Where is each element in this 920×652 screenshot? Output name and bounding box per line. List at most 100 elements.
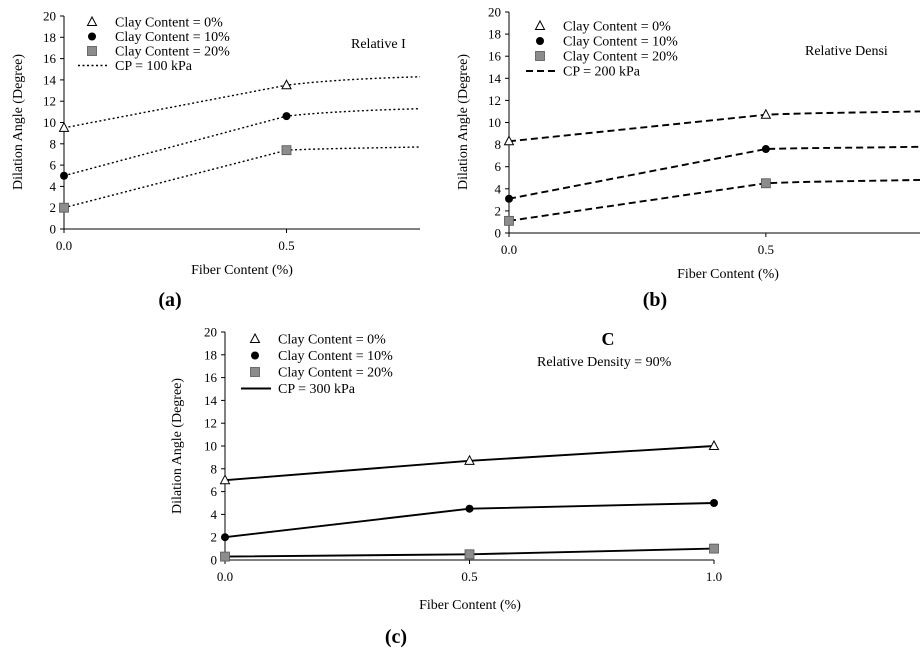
corner-letter: C	[602, 329, 615, 349]
series-lines	[63, 76, 420, 209]
series-line-square	[63, 146, 420, 209]
data-point-circle	[710, 499, 718, 507]
data-point-triangle	[58, 121, 70, 132]
panel-c: 0 2 4 6 8 10 12 14 16 18 20 0.0 0.5 1.0 Fiber Content …	[170, 325, 722, 649]
x-tick-label: 0.5	[461, 569, 477, 584]
legend-entry: Clay Content = 20%	[278, 366, 393, 381]
y-axis-label: Dilation Angle (Degree)	[170, 378, 185, 514]
y-tick-label: 0	[50, 222, 57, 237]
y-axis-label: Dilation Angle (Degree)	[11, 54, 26, 190]
panel-a: 0 2 4 6 8 10 12 14 16 18 20 0.0 0.5 Fiber Content (%)…	[11, 9, 420, 311]
data-point-triangle	[503, 135, 515, 146]
x-axis-label: Fiber Content (%)	[191, 263, 293, 278]
y-tick-label: 6	[211, 484, 218, 499]
series-line-circle	[63, 107, 420, 177]
data-point-square	[709, 543, 719, 554]
panel-label: (c)	[385, 626, 407, 648]
data-point-square	[281, 145, 292, 156]
x-tick-label: 0.5	[758, 242, 774, 257]
y-tick-label: 10	[488, 115, 501, 130]
y-tick-label: 18	[43, 30, 56, 45]
y-tick-label: 20	[488, 5, 501, 20]
data-point-circle	[761, 145, 770, 154]
y-tick-label: 16	[204, 370, 218, 385]
data-point-square	[59, 202, 69, 213]
x-tick-label: 1.0	[706, 569, 722, 584]
legend-entry-pressure: CP = 100 kPa	[115, 59, 193, 74]
y-tick-label: 4	[50, 179, 57, 194]
y-tick-label: 12	[43, 94, 56, 109]
legend-marker-square	[535, 51, 545, 61]
y-tick-label: 6	[50, 158, 57, 173]
relative-density-note: Relative I	[351, 37, 406, 52]
legend-entry: Clay Content = 10%	[115, 30, 230, 45]
legend-marker-square	[250, 367, 260, 377]
legend-entry: Clay Content = 10%	[563, 35, 678, 50]
y-tick-label: 20	[204, 325, 217, 340]
series-line-triangle	[508, 110, 920, 143]
series-line-triangle	[63, 76, 420, 129]
legend-marker-triangle	[249, 332, 261, 343]
y-tick-label: 0	[211, 553, 218, 568]
y-tick-label: 14	[204, 393, 218, 408]
data-point-circle	[465, 504, 474, 513]
data-point-circle	[221, 533, 229, 542]
y-tick-label: 0	[495, 226, 502, 241]
y-tick-label: 10	[43, 115, 56, 130]
y-tick-label: 18	[488, 27, 501, 42]
data-point-circle	[282, 112, 291, 121]
data-point-circle	[60, 171, 68, 180]
series-line-circle	[508, 145, 920, 200]
legend-marker-circle	[88, 32, 96, 41]
legend-marker-triangle	[86, 15, 98, 26]
y-tick-label: 4	[211, 507, 218, 522]
data-point-triangle	[219, 474, 231, 485]
legend-marker-square	[87, 46, 97, 56]
data-point-triangle	[464, 454, 475, 465]
data-point-square	[504, 215, 514, 226]
series-lines	[508, 110, 920, 222]
y-tick-label: 12	[488, 93, 501, 108]
x-tick-label: 0.5	[278, 238, 294, 253]
y-tick-label: 2	[495, 203, 502, 218]
panel-label: (a)	[158, 289, 181, 311]
y-tick-label: 14	[43, 72, 57, 87]
y-tick-label: 2	[211, 530, 218, 545]
y-axis-label: Dilation Angle (Degree)	[456, 54, 471, 190]
data-point-square	[220, 551, 230, 562]
data-point-square	[760, 178, 771, 189]
y-tick-label: 16	[43, 51, 57, 66]
x-tick-label: 0.0	[501, 242, 517, 257]
y-tick-label: 8	[495, 137, 502, 152]
legend-entry-pressure: CP = 200 kPa	[563, 65, 641, 80]
panel-label: (b)	[643, 289, 667, 311]
series-line-square	[508, 178, 920, 222]
data-point-triangle	[708, 439, 720, 450]
data-point-triangle	[281, 79, 292, 90]
y-tick-label: 16	[488, 49, 502, 64]
legend-entry: Clay Content = 0%	[563, 20, 671, 35]
relative-density-note: Relative Density = 90%	[537, 355, 672, 370]
y-tick-label: 12	[204, 416, 217, 431]
y-tick-label: 8	[50, 136, 57, 151]
legend-marker-circle	[251, 351, 259, 360]
data-point-square	[464, 549, 475, 560]
data-point-triangle	[760, 108, 772, 119]
x-axis-label: Fiber Content (%)	[419, 598, 521, 613]
legend-marker-circle	[536, 37, 544, 45]
legend-entry: Clay Content = 10%	[278, 349, 393, 364]
y-tick-label: 6	[495, 159, 502, 174]
x-tick-label: 0.0	[217, 569, 233, 584]
x-tick-label: 0.0	[56, 238, 72, 253]
legend-entry: Clay Content = 20%	[563, 50, 678, 65]
y-tick-label: 8	[211, 461, 218, 476]
relative-density-note: Relative Densi	[805, 44, 888, 59]
data-point-circle	[505, 194, 513, 203]
legend-entry: Clay Content = 0%	[115, 16, 223, 31]
legend-marker-triangle	[534, 19, 546, 30]
y-tick-label: 10	[204, 439, 217, 454]
y-tick-label: 20	[43, 9, 56, 24]
y-tick-label: 2	[50, 200, 57, 215]
y-tick-label: 18	[204, 347, 217, 362]
